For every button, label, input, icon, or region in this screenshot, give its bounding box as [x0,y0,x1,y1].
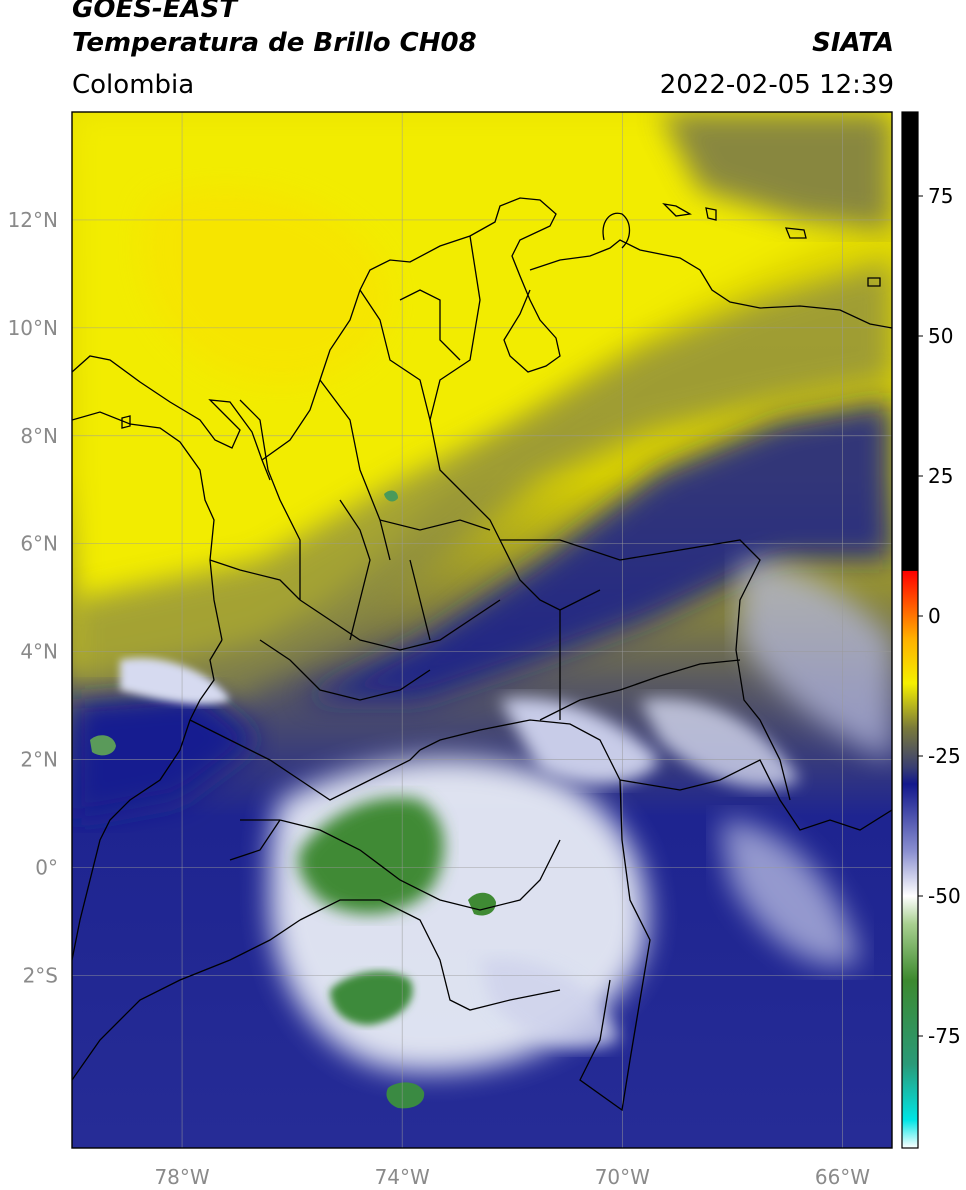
agency-label: SIATA [812,28,894,58]
colorbar [902,112,918,1148]
colorbar-frame [901,111,919,1149]
product-title: Temperatura de Brillo CH08 [72,28,477,58]
satellite-image [72,112,892,1148]
colorbar-tick-label: 50 [928,324,953,348]
lat-tick-label: 2°N [20,748,58,772]
colorbar-tick-label: -25 [928,744,961,768]
colorbar-tick-label: 75 [928,184,953,208]
lat-tick-label: 0° [35,855,58,879]
lat-tick-label: 12°N [8,208,58,232]
map-frame [71,111,893,1149]
colorbar-tick-label: 25 [928,464,953,488]
colorbar-tick-label: -75 [928,1024,961,1048]
coastlines-and-borders [72,197,892,1112]
latitude-labels: 12°N 10°N 8°N 6°N 4°N 2°N 0° 2°S [8,208,58,987]
lat-tick-label: 2°S [23,963,58,987]
lon-tick-label: 78°W [154,1165,209,1189]
lon-tick-label: 66°W [815,1165,870,1189]
longitude-labels: 78°W 74°W 70°W 66°W [154,1165,870,1189]
colorbar-tick-label: 0 [928,604,941,628]
region-label: Colombia [72,70,195,100]
lon-tick-label: 74°W [375,1165,430,1189]
lat-tick-label: 6°N [20,532,58,556]
lat-tick-label: 8°N [20,424,58,448]
lon-tick-label: 70°W [595,1165,650,1189]
graticule [72,112,892,1148]
colorbar-tick-labels: 75 50 25 0 -25 -50 -75 [918,184,961,1048]
lat-tick-label: 10°N [8,316,58,340]
lat-tick-label: 4°N [20,640,58,664]
satellite-title: GOES-EAST [72,0,238,24]
colorbar-tick-label: -50 [928,884,961,908]
datetime-label: 2022-02-05 12:39 [659,70,894,100]
